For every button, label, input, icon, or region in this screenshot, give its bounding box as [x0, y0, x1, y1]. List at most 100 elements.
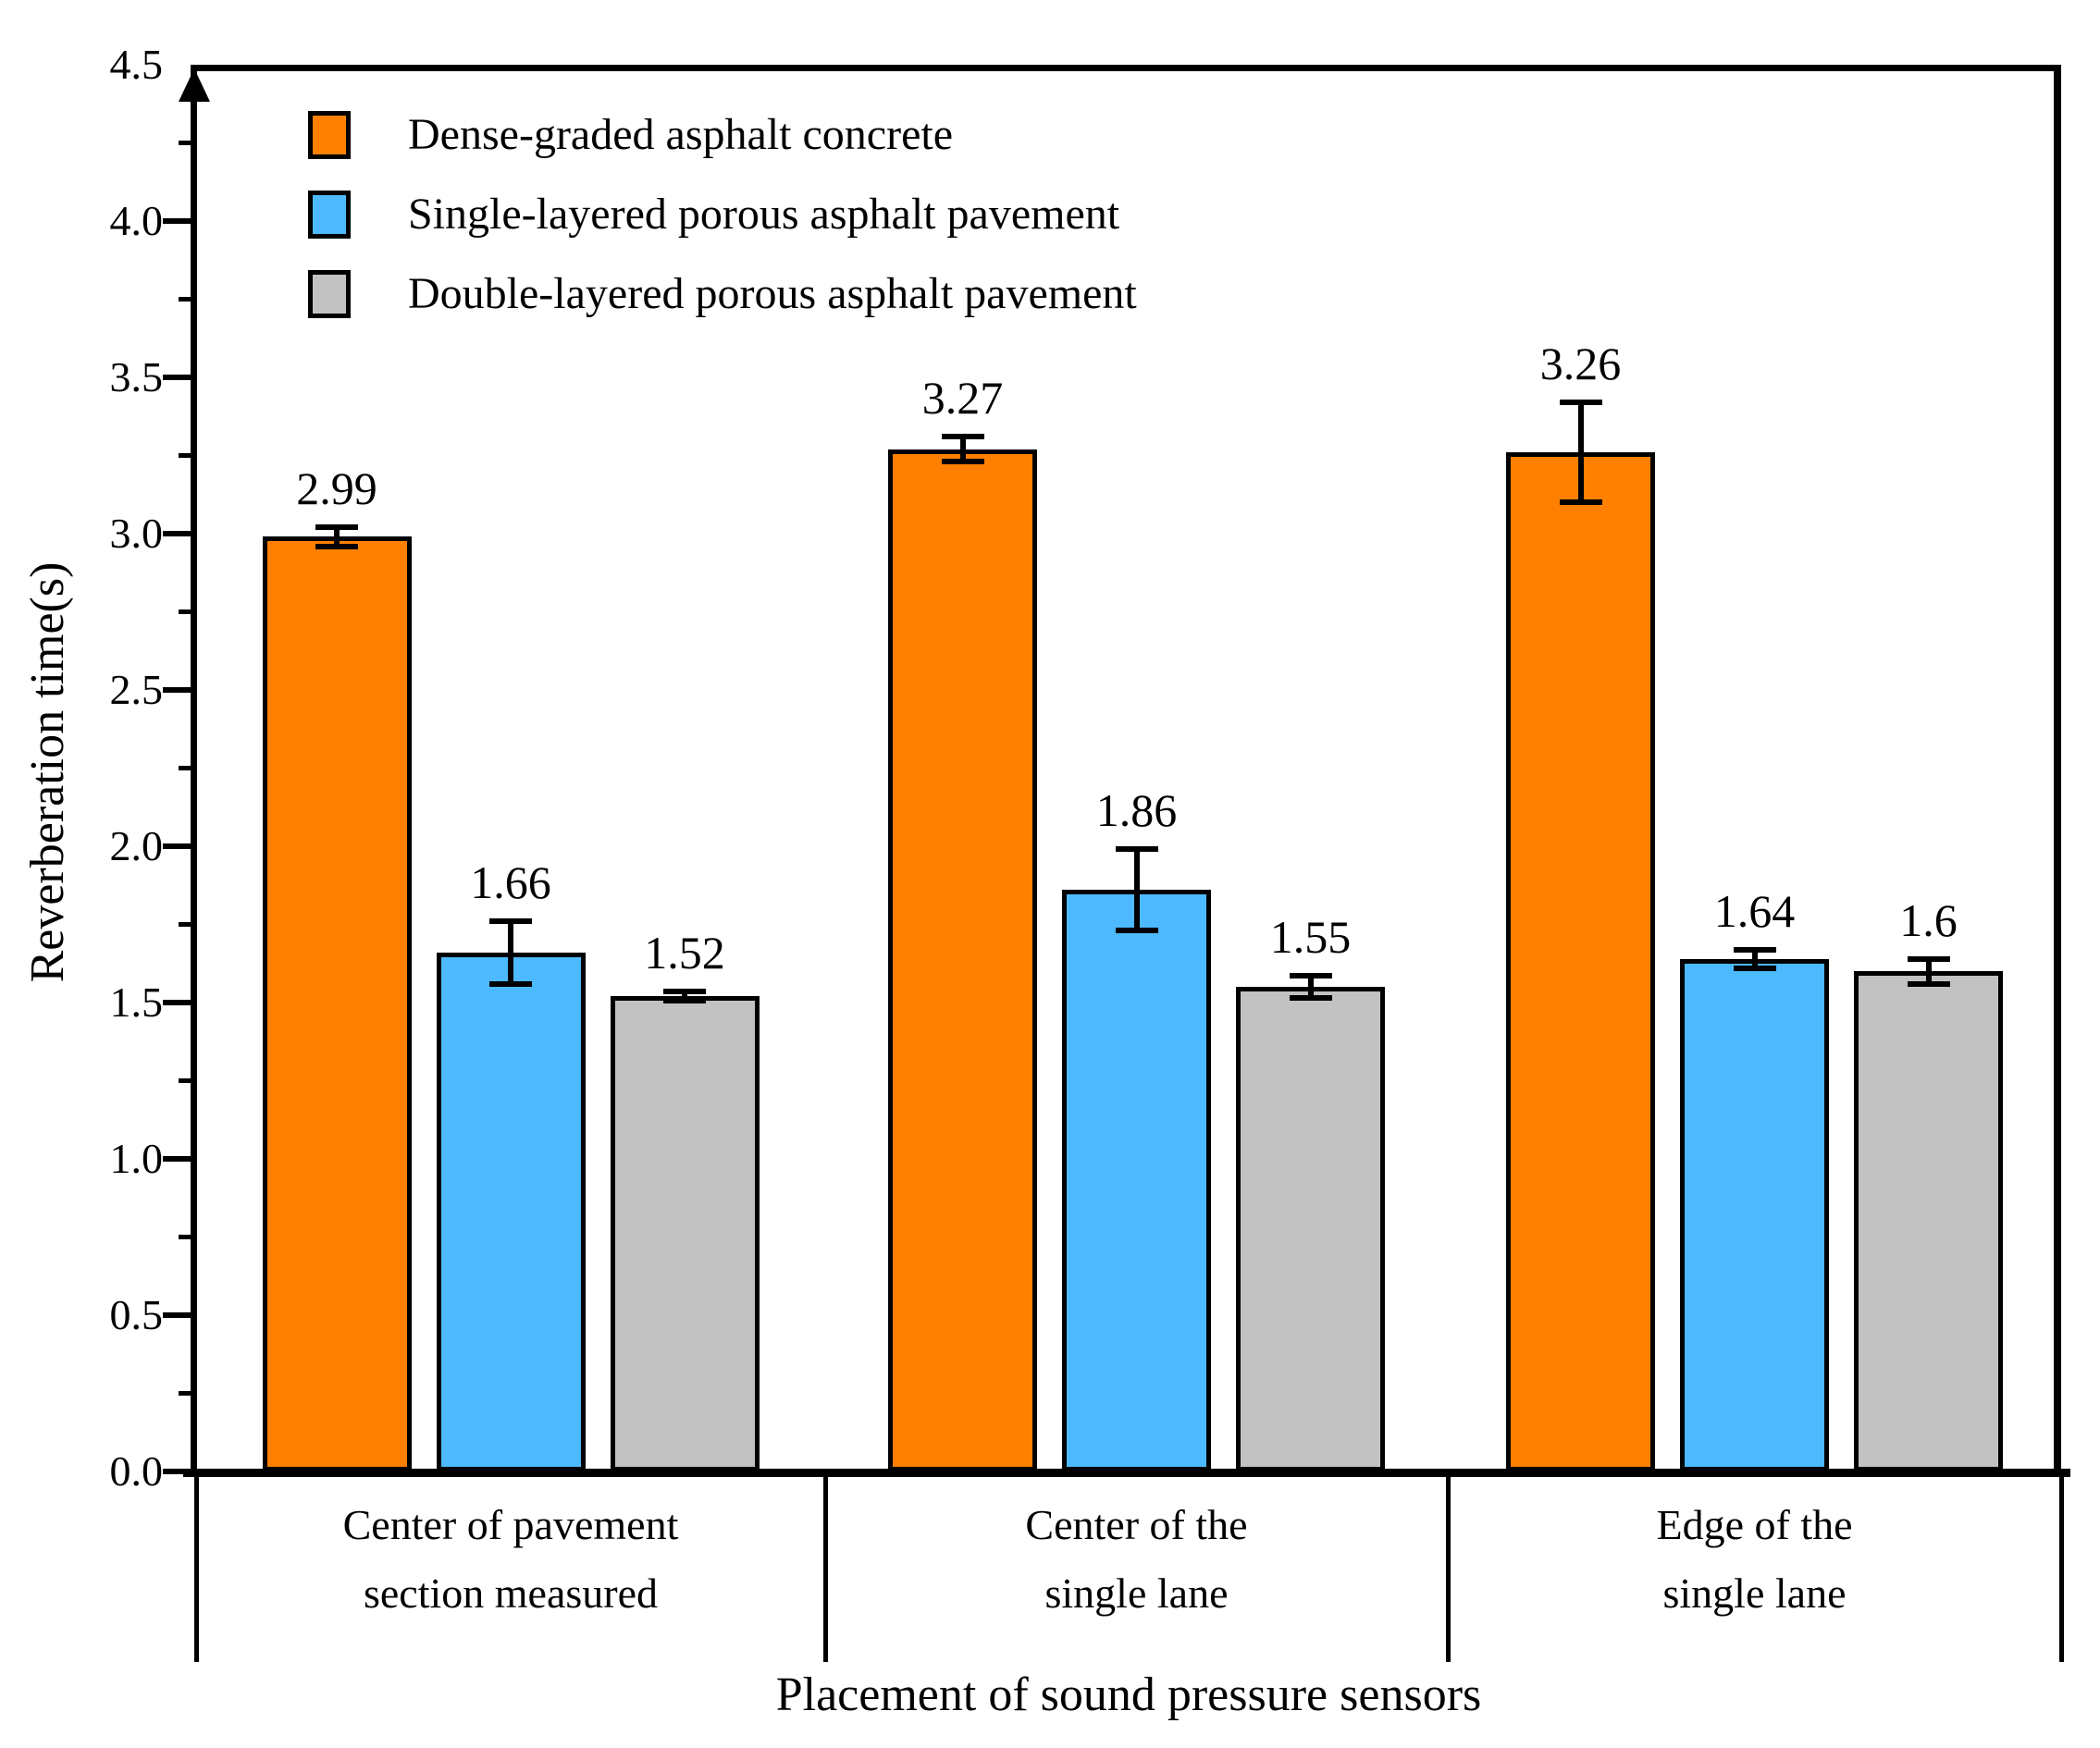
legend-row: Double-layered porous asphalt pavement [308, 269, 1137, 318]
bar-value-label: 1.64 [1713, 884, 1796, 937]
bar-single-cat3 [1680, 958, 1829, 1471]
error-bar-cap-top [1115, 846, 1158, 853]
error-bar-cap-top [1559, 400, 1602, 406]
y-major-tick [163, 1469, 196, 1474]
error-bar-line [1307, 976, 1314, 998]
error-bar-cap-top [489, 918, 532, 925]
bar-value-label: 1.6 [1899, 893, 1958, 946]
bar-value-label: 3.27 [921, 372, 1004, 425]
y-tick-label: 3.5 [109, 353, 164, 400]
error-bar-cap-top [1289, 973, 1332, 979]
error-bar-cap-bottom [1289, 994, 1332, 1001]
y-axis-title: Reverberation time(s) [21, 561, 74, 983]
y-minor-tick [179, 1391, 196, 1396]
error-bar-cap-top [1733, 946, 1776, 953]
bar-double-cat2 [1236, 987, 1385, 1471]
error-bar-cap-bottom [1115, 928, 1158, 934]
error-bar-cap-bottom [941, 459, 984, 465]
bar-value-label: 1.86 [1095, 784, 1178, 837]
error-bar-cap-top [663, 989, 706, 995]
legend-swatch-icon [308, 270, 351, 318]
category-divider [2059, 1471, 2064, 1662]
error-bar-cap-top [315, 524, 358, 531]
y-tick-label: 1.5 [109, 979, 164, 1026]
error-bar-cap-bottom [663, 998, 706, 1004]
legend-label: Double-layered porous asphalt pavement [408, 269, 1137, 318]
y-axis-arrow-icon [179, 68, 210, 102]
y-axis-line [191, 65, 197, 1477]
category-label: Edge of the single lane [1448, 1491, 2061, 1628]
y-minor-tick [179, 922, 196, 927]
legend-row: Dense-graded asphalt concrete [308, 110, 954, 159]
y-tick-label: 1.0 [109, 1135, 164, 1182]
bar-value-label: 3.26 [1539, 338, 1622, 390]
error-bar-line [1751, 949, 1758, 968]
top-spine [191, 65, 2061, 71]
x-axis-title: Placement of sound pressure sensors [775, 1668, 1482, 1721]
y-minor-tick [179, 609, 196, 614]
y-tick-label: 0.0 [109, 1447, 164, 1495]
y-major-tick [163, 843, 196, 849]
y-tick-label: 2.0 [109, 822, 164, 869]
y-minor-tick [179, 297, 196, 302]
y-minor-tick [179, 766, 196, 770]
y-tick-label: 4.0 [109, 197, 164, 244]
y-major-tick [163, 1312, 196, 1318]
y-minor-tick [179, 141, 196, 145]
category-label-line2: single lane [1662, 1570, 1847, 1617]
legend-swatch-icon [308, 111, 351, 159]
y-minor-tick [179, 1078, 196, 1083]
category-label-line2: single lane [1044, 1570, 1229, 1617]
bar-double-cat1 [610, 996, 760, 1471]
error-bar-line [1133, 849, 1140, 931]
error-bar-line [682, 991, 687, 1002]
y-major-tick [163, 1000, 196, 1005]
error-bar-cap-top [941, 434, 984, 440]
y-major-tick [163, 687, 196, 693]
y-tick-label: 2.5 [109, 666, 164, 713]
bar-value-label: 2.99 [296, 462, 377, 515]
y-tick-label: 0.5 [109, 1291, 164, 1338]
y-tick-label: 3.0 [109, 510, 164, 557]
error-bar-cap-bottom [315, 543, 358, 549]
error-bar-line [1925, 958, 1932, 984]
y-minor-tick [179, 453, 196, 458]
y-major-tick [163, 1156, 196, 1162]
right-spine [2054, 65, 2061, 1477]
category-label-line2: section measured [363, 1570, 659, 1617]
x-axis-line [183, 1469, 2070, 1477]
category-divider [823, 1471, 828, 1662]
bar-double-cat3 [1854, 971, 2003, 1471]
bar-dense-cat1 [262, 536, 412, 1471]
error-bar-cap-bottom [1907, 980, 1950, 987]
bar-value-label: 1.52 [644, 927, 725, 979]
bar-value-label: 1.55 [1269, 911, 1352, 964]
category-divider [1446, 1471, 1451, 1662]
category-divider [194, 1471, 199, 1662]
bar-dense-cat2 [888, 449, 1037, 1471]
category-label-line1: Center of pavement [342, 1501, 679, 1548]
legend-swatch-icon [308, 191, 351, 239]
category-label-line1: Center of the [1025, 1501, 1248, 1548]
bar-dense-cat3 [1506, 452, 1655, 1471]
y-major-tick [163, 375, 196, 380]
bar-single-cat1 [436, 952, 586, 1471]
error-bar-line [1577, 402, 1584, 503]
error-bar-cap-bottom [489, 980, 532, 987]
legend-label: Single-layered porous asphalt pavement [408, 190, 1120, 239]
error-bar-cap-bottom [1733, 965, 1776, 971]
category-label: Center of pavement section measured [196, 1491, 825, 1628]
error-bar-cap-bottom [1559, 499, 1602, 506]
error-bar-cap-top [1907, 955, 1950, 962]
y-tick-label: 4.5 [109, 41, 164, 88]
y-minor-tick [179, 1235, 196, 1239]
category-label: Center of the single lane [825, 1491, 1448, 1628]
category-label-line1: Edge of the [1656, 1501, 1853, 1548]
legend-label: Dense-graded asphalt concrete [408, 110, 954, 159]
bar-single-cat2 [1062, 890, 1211, 1471]
bar-value-label: 1.66 [470, 856, 551, 909]
error-bar-line [508, 921, 513, 984]
y-major-tick [163, 531, 196, 536]
error-bar-line [959, 437, 966, 462]
